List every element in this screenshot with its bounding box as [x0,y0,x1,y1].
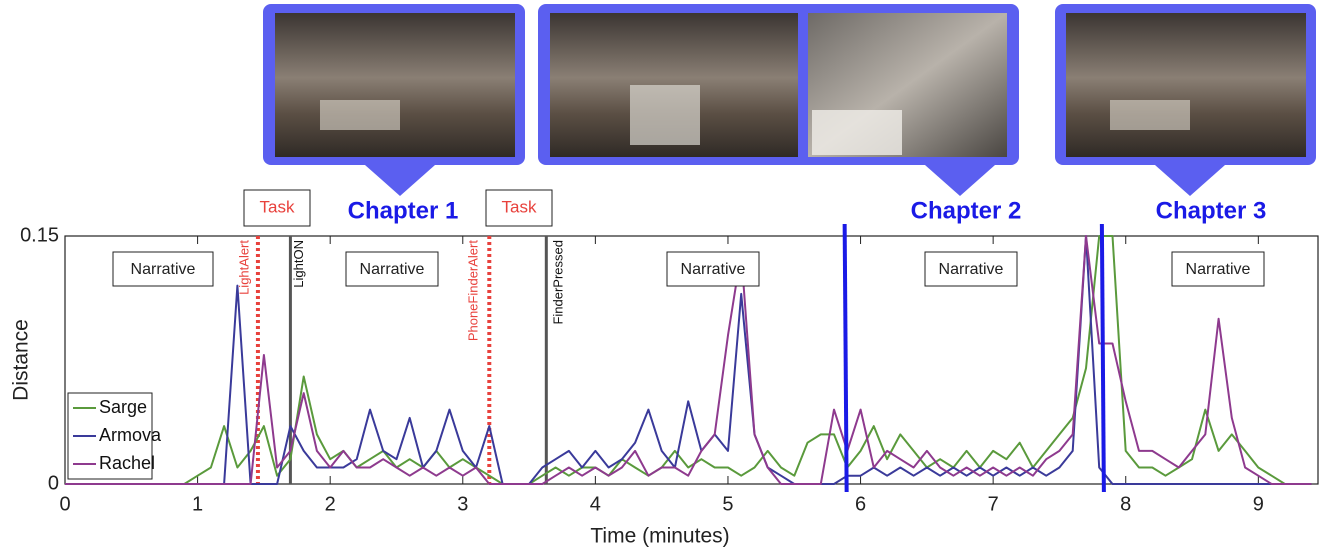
event-label: FinderPressed [551,240,566,325]
legend-label: Sarge [99,397,147,417]
x-tick-label: 8 [1120,493,1131,515]
scene-panel [263,4,525,196]
chapter-title: Chapter 1 [348,197,459,224]
x-tick-label: 1 [192,493,203,515]
chapter-boundary [1099,223,1106,493]
segment-box [112,251,214,287]
legend-label: Armova [99,425,162,445]
x-axis-label: Time (minutes) [590,525,729,548]
segment-label: Narrative [131,261,196,278]
x-tick-label: 3 [457,493,468,515]
segment-box [345,251,439,287]
task-label: Task [260,197,295,216]
y-tick-label: 0.15 [20,224,59,246]
segment-box [666,251,760,287]
segment-box [924,251,1018,287]
event-label: LightON [291,240,306,288]
task-box [243,189,311,227]
legend-label: Rachel [99,453,155,473]
segment-label: Narrative [681,261,746,278]
x-tick-label: 0 [59,493,70,515]
segment-label: Narrative [1186,261,1251,278]
task-box [485,189,553,227]
y-axis-label: Distance [10,319,33,401]
task-label: Task [502,197,537,216]
chapter-title: Chapter 3 [1156,197,1267,224]
x-tick-label: 7 [988,493,999,515]
y-tick-label: 0 [48,472,59,494]
event-label: PhoneFinderAlert [466,240,481,342]
chapter-title: Chapter 2 [911,197,1022,224]
chapter-boundary [842,223,849,493]
x-tick-label: 4 [590,493,601,515]
x-tick-label: 5 [722,493,733,515]
segment-label: Narrative [360,261,425,278]
event-label: LightAlert [236,240,251,295]
scene-panel [1055,4,1316,196]
segment-box [1171,251,1265,287]
segment-label: Narrative [939,261,1004,278]
x-tick-label: 2 [325,493,336,515]
x-tick-label: 9 [1253,493,1264,515]
scene-panel [538,4,1019,196]
legend: Sarge Armova Rachel [67,392,162,480]
x-tick-label: 6 [855,493,866,515]
